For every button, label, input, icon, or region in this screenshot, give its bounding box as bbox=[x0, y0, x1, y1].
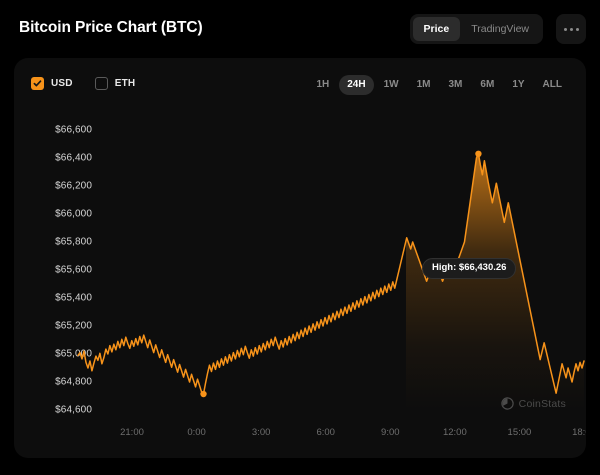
x-tick-label: 15:00 bbox=[507, 427, 532, 438]
range-selector-group: 1H 24H 1W 1M 3M 6M 1Y ALL bbox=[306, 75, 570, 95]
check-icon bbox=[33, 80, 42, 87]
x-tick-label: 21:00 bbox=[120, 427, 144, 438]
y-tick-label: $66,200 bbox=[55, 180, 92, 192]
more-dot-icon bbox=[575, 27, 579, 31]
range-3m[interactable]: 3M bbox=[448, 79, 463, 90]
range-6m[interactable]: 6M bbox=[480, 79, 495, 90]
checkbox-eth-label: ETH bbox=[114, 78, 136, 89]
low-point-marker bbox=[200, 390, 207, 398]
x-tick-label: 6:00 bbox=[316, 427, 335, 438]
y-tick-label: $64,800 bbox=[55, 376, 92, 388]
x-tick-label: 9:00 bbox=[381, 427, 400, 438]
x-axis: 21:00 0:00 3:00 6:00 9:00 12:00 15:00 18:00 bbox=[14, 427, 586, 451]
more-dot-icon bbox=[563, 27, 567, 31]
chart-canvas bbox=[14, 118, 586, 458]
y-axis: $66,600 $66,400 $66,200 $66,000 $65,800 $65,6… bbox=[14, 118, 100, 423]
x-tick-label: 12:00 bbox=[442, 427, 467, 438]
checkbox-unchecked-icon bbox=[94, 77, 108, 90]
widget-header: Bitcoin Price Chart (BTC) Price TradingV… bbox=[0, 0, 600, 58]
more-options-button[interactable] bbox=[556, 14, 586, 44]
chart-card: USD ETH 1H 24H 1W 1M 3M 6M 1Y ALL $66,600 $66,40… bbox=[14, 58, 586, 458]
y-tick-label: $66,600 bbox=[55, 124, 92, 136]
high-point-marker bbox=[475, 150, 482, 157]
x-tick-label: 3:00 bbox=[251, 427, 271, 438]
range-24h[interactable]: 24H bbox=[339, 75, 374, 95]
price-line bbox=[77, 153, 585, 395]
range-all[interactable]: ALL bbox=[542, 79, 562, 90]
view-tab-group: Price TradingView bbox=[409, 14, 543, 44]
checkbox-usd[interactable]: USD bbox=[31, 77, 73, 90]
watermark: CoinStats bbox=[500, 397, 566, 410]
y-tick-label: $65,200 bbox=[55, 320, 92, 332]
y-tick-label: $65,000 bbox=[55, 348, 92, 360]
tab-tradingview[interactable]: TradingView bbox=[471, 23, 529, 35]
range-1w[interactable]: 1W bbox=[383, 79, 399, 90]
checkbox-checked-icon bbox=[31, 77, 44, 90]
plot-area: $66,600 $66,400 $66,200 $66,000 $65,800 $65,6… bbox=[14, 118, 586, 458]
page-title: Bitcoin Price Chart (BTC) bbox=[19, 19, 203, 36]
y-tick-label: $65,600 bbox=[55, 264, 92, 276]
range-1h[interactable]: 1H bbox=[316, 79, 330, 90]
range-1m[interactable]: 1M bbox=[416, 79, 431, 90]
y-tick-label: $65,400 bbox=[55, 292, 92, 304]
high-tooltip: High: $66,430.26 bbox=[422, 258, 517, 279]
watermark-text: CoinStats bbox=[518, 397, 566, 410]
y-tick-label: $64,600 bbox=[55, 404, 92, 416]
x-tick-label: 18:00 bbox=[572, 427, 586, 438]
coinstats-logo-icon bbox=[500, 397, 514, 410]
price-line-svg bbox=[77, 150, 585, 410]
y-tick-label: $65,800 bbox=[55, 236, 92, 248]
y-tick-label: $66,400 bbox=[55, 152, 92, 164]
y-tick-label: $66,000 bbox=[55, 208, 92, 220]
currency-toggle-group: USD ETH bbox=[31, 77, 157, 90]
range-1y[interactable]: 1Y bbox=[512, 79, 525, 90]
x-tick-label: 0:00 bbox=[187, 427, 206, 438]
price-area-fill bbox=[406, 153, 584, 410]
more-dot-icon bbox=[569, 27, 573, 31]
checkbox-eth[interactable]: ETH bbox=[94, 77, 136, 90]
checkbox-usd-label: USD bbox=[51, 78, 73, 89]
tab-price[interactable]: Price bbox=[412, 17, 461, 41]
